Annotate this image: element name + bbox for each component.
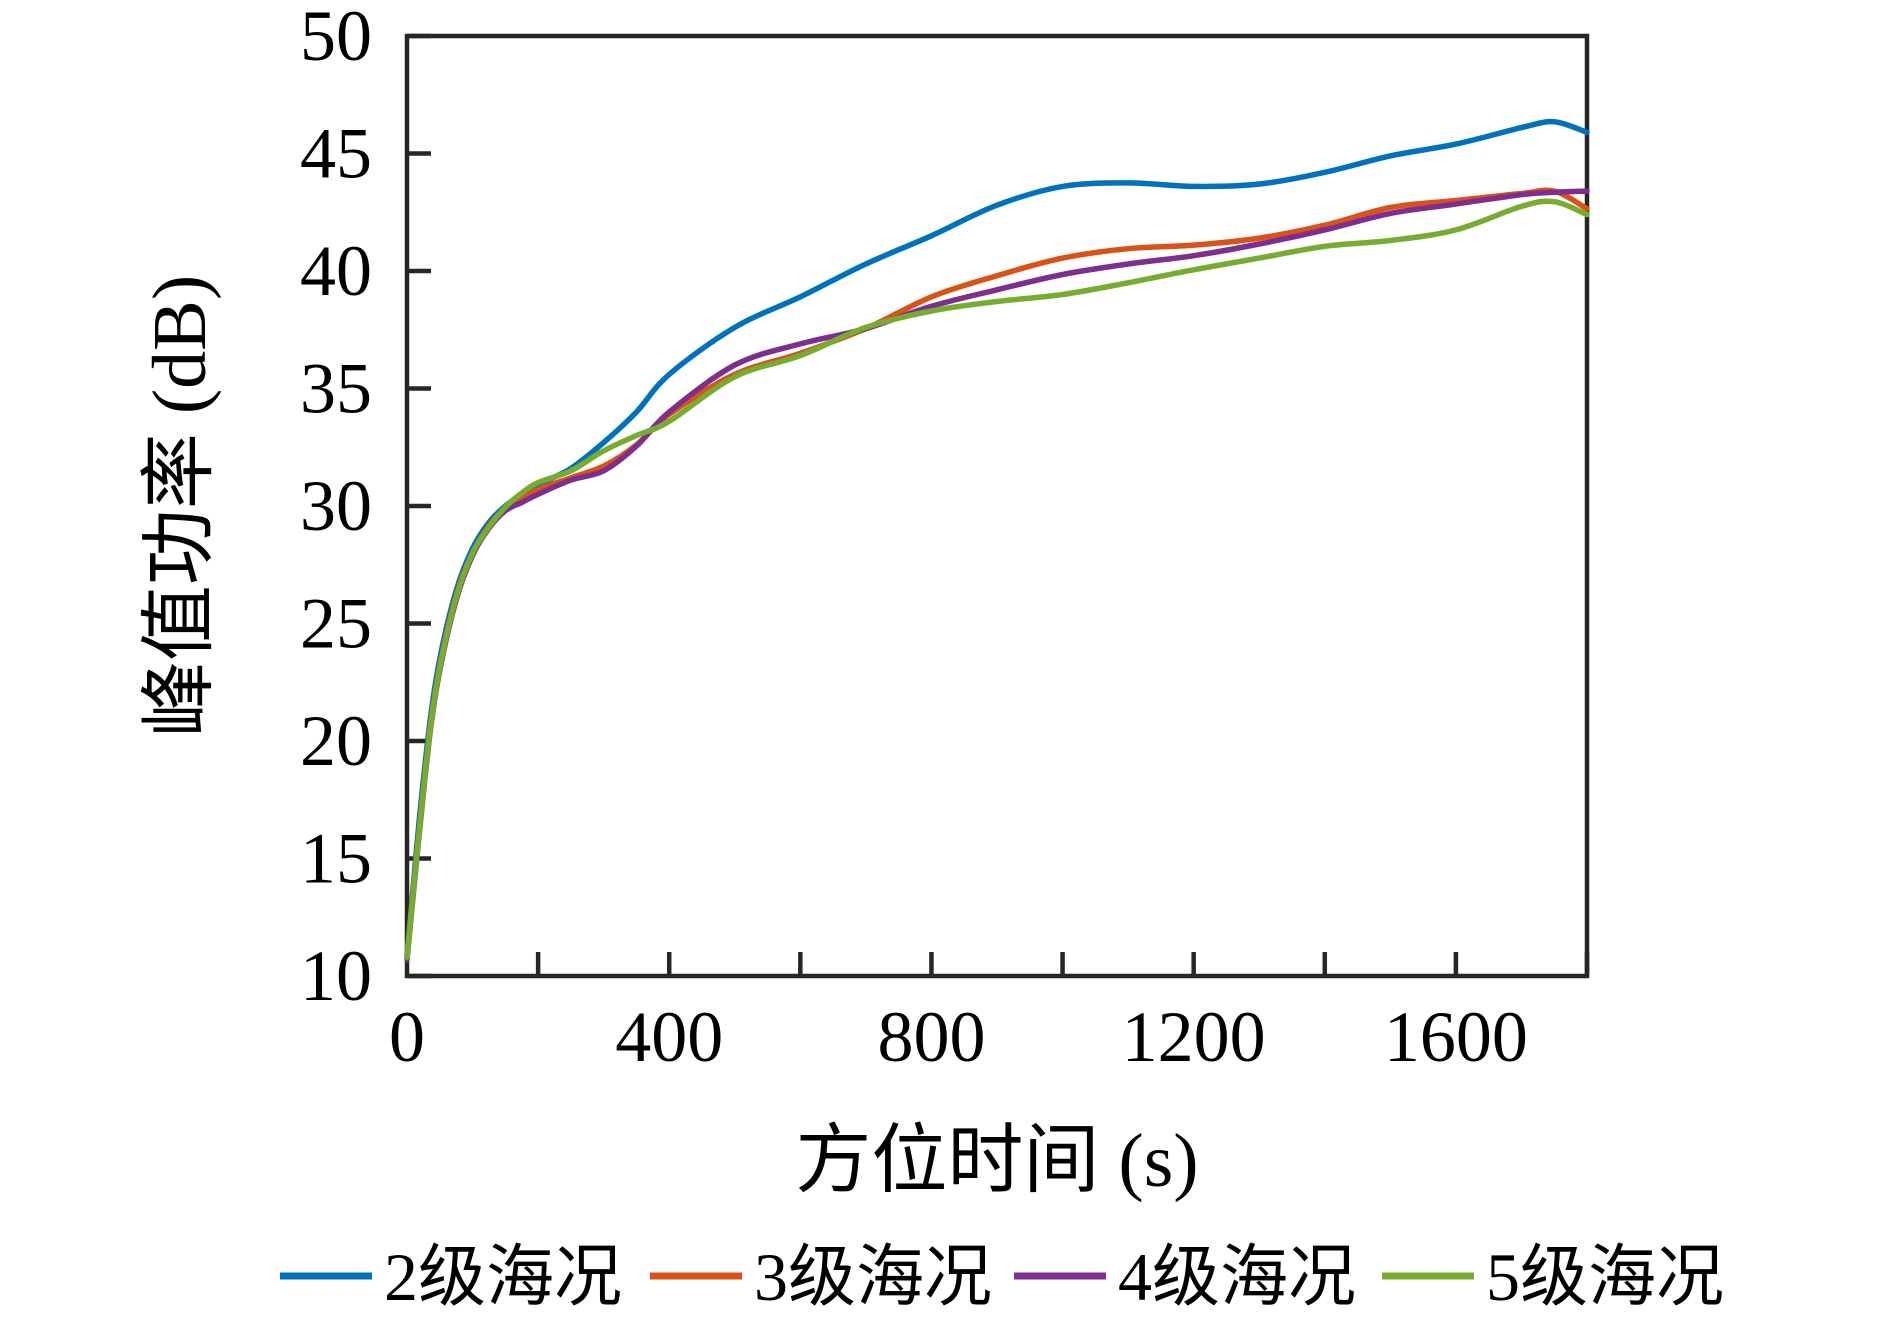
legend-label: 3级海况 <box>754 1239 992 1315</box>
series-line-sea-state-2 <box>404 118 1590 958</box>
axis-ticks <box>407 33 1590 979</box>
y-tick-label: 10 <box>300 936 372 1016</box>
legend-label: 2级海况 <box>384 1239 622 1315</box>
x-tick-label: 0 <box>389 997 425 1077</box>
y-tick-label: 25 <box>300 584 372 664</box>
legend: 2级海况 3级海况 4级海况 5级海况 <box>280 1239 1724 1315</box>
y-tick-label: 40 <box>300 231 372 311</box>
x-tick-label: 800 <box>877 997 985 1077</box>
y-tick-label: 50 <box>300 0 372 76</box>
legend-item-sea-state-5: 5级海况 <box>1382 1239 1724 1315</box>
legend-label: 4级海况 <box>1118 1239 1356 1315</box>
series-line-sea-state-3 <box>404 187 1590 960</box>
series-line-sea-state-5 <box>404 198 1590 960</box>
legend-item-sea-state-2: 2级海况 <box>280 1239 622 1315</box>
x-tick-label: 400 <box>615 997 723 1077</box>
y-axis-label: 峰值功率 (dB) <box>138 275 222 737</box>
plot-border <box>404 33 1590 979</box>
y-tick-label: 45 <box>300 114 372 194</box>
x-tick-label: 1600 <box>1384 997 1528 1077</box>
plot-area <box>404 33 1590 979</box>
x-axis-label: 方位时间 (s) <box>795 1119 1198 1203</box>
series-line-sea-state-4 <box>404 188 1590 963</box>
y-tick-label: 20 <box>300 701 372 781</box>
x-tick-label: 1200 <box>1122 997 1266 1077</box>
legend-item-sea-state-3: 3级海况 <box>650 1239 992 1315</box>
series-curves <box>404 118 1590 963</box>
tick-labels: 0 400 800 1200 1600 10 15 20 25 30 35 40 45 50 <box>300 0 1528 1077</box>
y-tick-label: 35 <box>300 349 372 429</box>
legend-label: 5级海况 <box>1486 1239 1724 1315</box>
y-tick-label: 15 <box>300 819 372 899</box>
y-tick-label: 30 <box>300 466 372 546</box>
legend-item-sea-state-4: 4级海况 <box>1014 1239 1356 1315</box>
